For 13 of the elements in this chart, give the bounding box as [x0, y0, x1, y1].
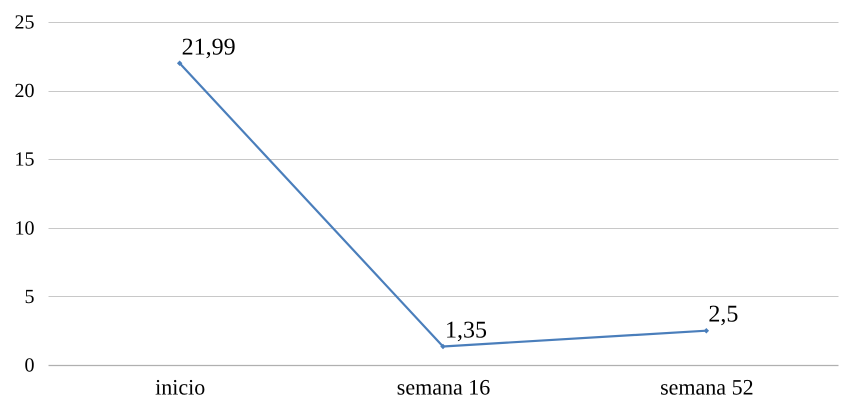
y-tick-label: 25	[14, 12, 34, 34]
point	[176, 60, 182, 66]
x-tick-label: semana 16	[396, 374, 490, 400]
y-tick-label: 0	[24, 354, 34, 376]
x-tick-label: semana 52	[660, 374, 754, 400]
y-tick-label: 5	[24, 286, 34, 308]
x-tick-label: inicio	[155, 374, 206, 400]
y-tick-label: 10	[14, 217, 34, 240]
data-label: 2,5	[708, 302, 738, 328]
data-label: 21,99	[182, 34, 236, 60]
y-tick-label: 20	[14, 80, 34, 102]
y-tick-label: 15	[14, 148, 34, 171]
data-label: 1,35	[445, 317, 487, 344]
